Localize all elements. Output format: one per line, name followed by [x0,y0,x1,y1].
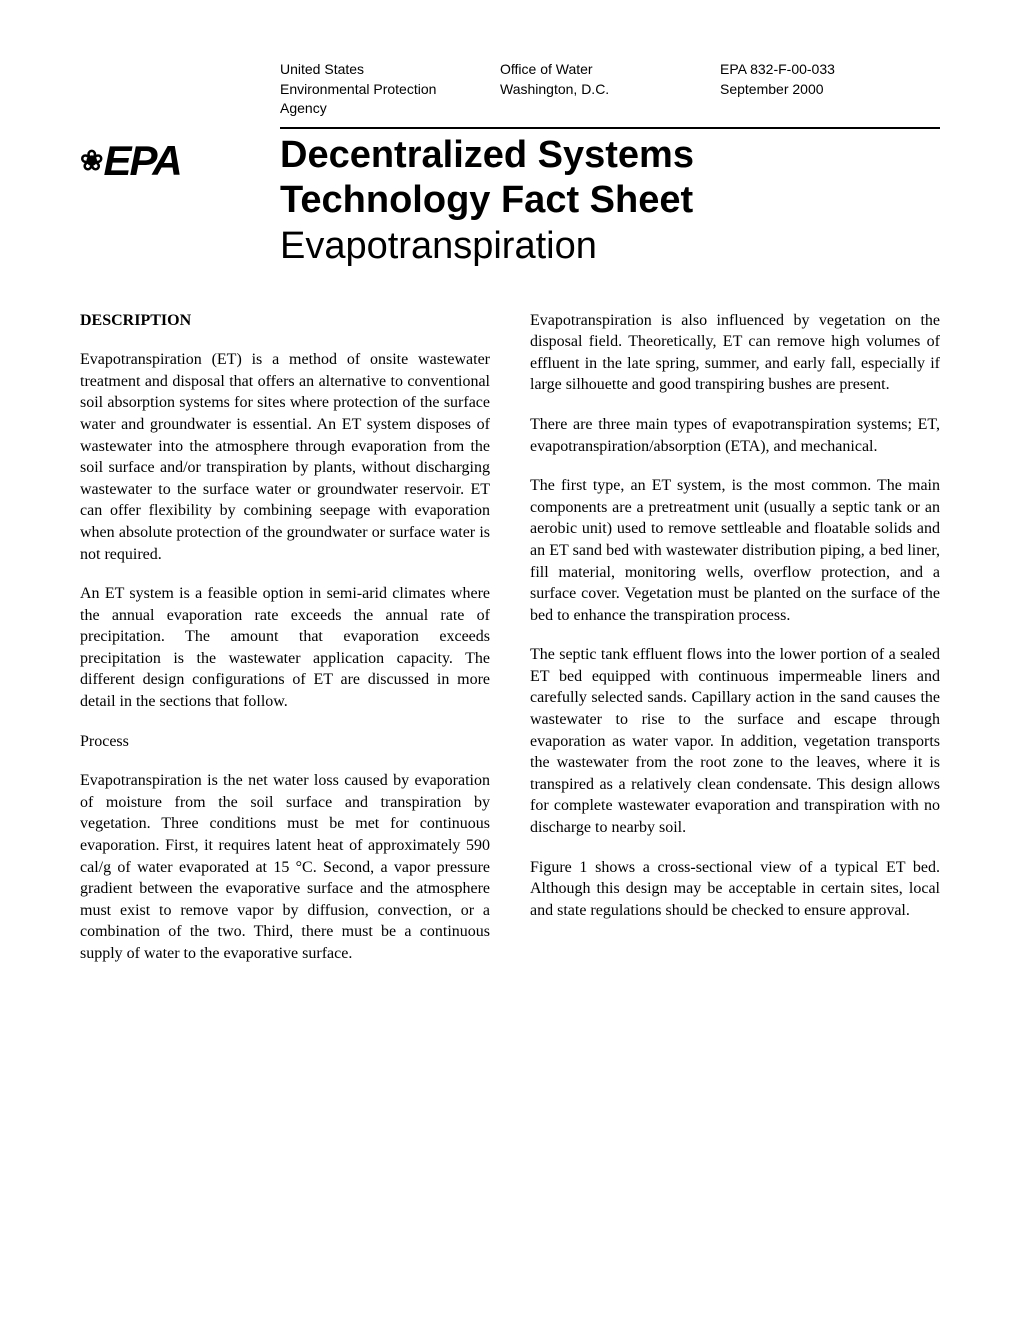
body-paragraph: The first type, an ET system, is the mos… [530,475,940,626]
body-paragraph: An ET system is a feasible option in sem… [80,583,490,713]
title-line2: Technology Fact Sheet [280,178,940,224]
epa-logo: ❀EPA [80,133,280,185]
subheading-process: Process [80,731,490,753]
header-text: Agency [280,99,500,119]
header-text: Environmental Protection [280,80,500,100]
body-paragraph: The septic tank effluent flows into the … [530,644,940,838]
header-text: United States [280,60,500,80]
header-divider [280,127,940,129]
logo-title-row: ❀EPA Decentralized Systems Technology Fa… [80,133,940,270]
title-block: Decentralized Systems Technology Fact Sh… [280,133,940,270]
header-col-agency: United States Environmental Protection A… [280,60,500,119]
body-paragraph: Evapotranspiration is the net water loss… [80,770,490,964]
left-column: DESCRIPTION Evapotranspiration (ET) is a… [80,310,490,983]
body-paragraph: Figure 1 shows a cross-sectional view of… [530,857,940,922]
header-col-office: Office of Water Washington, D.C. [500,60,720,119]
section-heading-description: DESCRIPTION [80,310,490,332]
epa-flower-icon: ❀ [80,144,101,177]
right-column: Evapotranspiration is also influenced by… [530,310,940,983]
title-subtitle: Evapotranspiration [280,224,940,270]
title-line1: Decentralized Systems [280,133,940,179]
content-columns: DESCRIPTION Evapotranspiration (ET) is a… [80,310,940,983]
body-paragraph: Evapotranspiration (ET) is a method of o… [80,349,490,565]
document-header: United States Environmental Protection A… [280,60,940,119]
header-text: Washington, D.C. [500,80,720,100]
body-paragraph: Evapotranspiration is also influenced by… [530,310,940,396]
header-col-docid: EPA 832-F-00-033 September 2000 [720,60,940,119]
body-paragraph: There are three main types of evapotrans… [530,414,940,457]
header-text: Office of Water [500,60,720,80]
header-text: September 2000 [720,80,940,100]
header-text: EPA 832-F-00-033 [720,60,940,80]
epa-logo-text: EPA [103,137,180,185]
